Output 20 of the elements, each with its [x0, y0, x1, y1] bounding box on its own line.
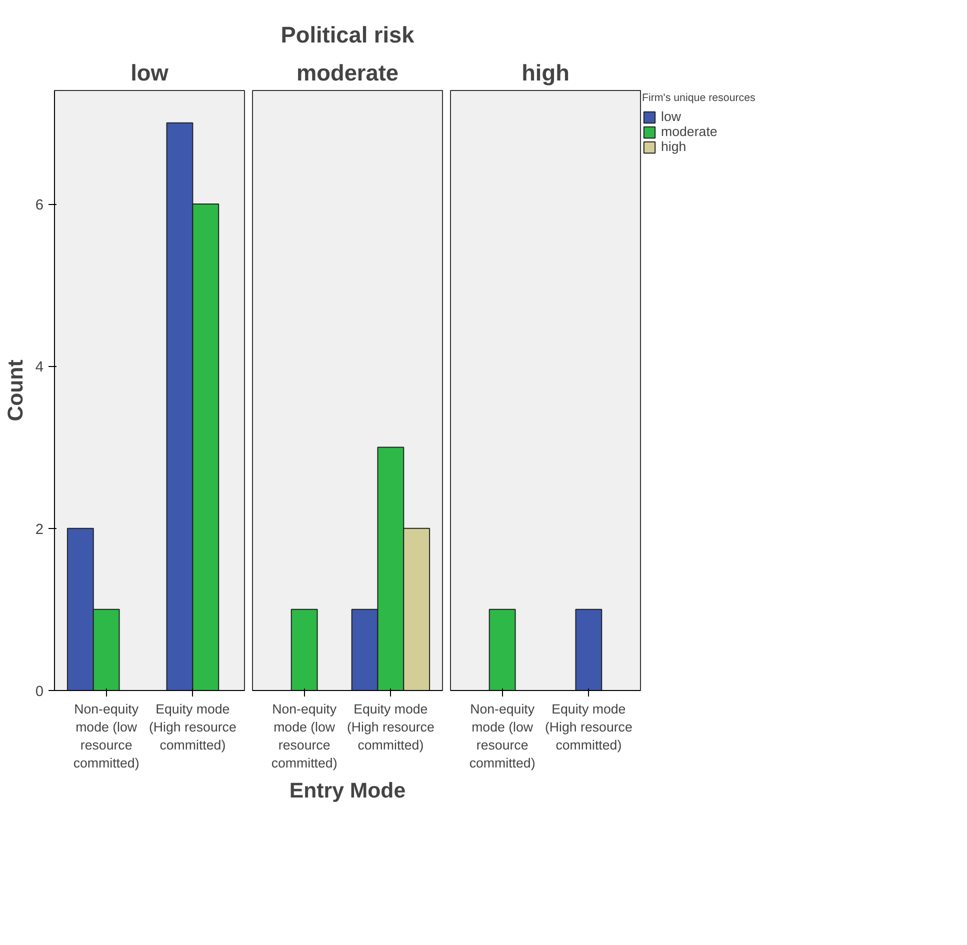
chart-subtitle: high — [522, 60, 570, 86]
legend-title: Firm's unique resources — [642, 92, 756, 104]
chart-subtitle: moderate — [296, 60, 399, 86]
x-tick-label: Equity mode (High resource committed) — [346, 702, 434, 752]
y-tick-label: 4 — [35, 360, 44, 376]
x-tick-label: Non-equity mode (low resource committed) — [271, 702, 338, 770]
chart-subtitle: low — [130, 60, 169, 86]
x-tick-label: Non-equity mode (low resource committed) — [469, 702, 536, 770]
y-tick-label: 6 — [35, 198, 44, 214]
x-axis-title: Entry Mode — [289, 778, 406, 802]
y-tick-label: 0 — [35, 684, 44, 700]
x-tick-label: Non-equity mode (low resource committed) — [73, 702, 140, 770]
legend-label: moderate — [661, 124, 718, 139]
y-axis-title: Count — [3, 360, 28, 422]
chart-title: Political risk — [280, 22, 415, 48]
y-tick-label: 2 — [35, 522, 44, 538]
legend-label: high — [661, 139, 686, 154]
x-tick-label: Equity mode (High resource committed) — [544, 702, 632, 752]
x-tick-label: Equity mode (High resource committed) — [148, 702, 236, 752]
legend-label: low — [661, 109, 681, 124]
